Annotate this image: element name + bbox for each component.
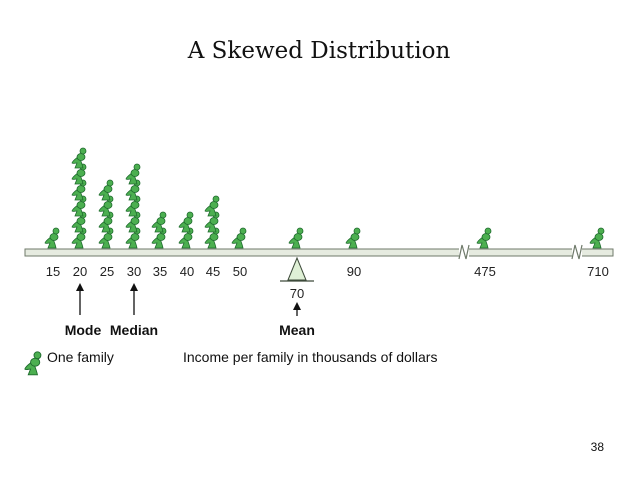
axis-bar [24, 248, 614, 257]
family-stack-30 [125, 163, 141, 249]
median-marker: Median [110, 283, 158, 338]
family-stack-70 [288, 227, 304, 249]
tick-labels: 15 20 25 30 35 40 45 50 70 90 475 710 [46, 264, 609, 301]
family-stacks [44, 147, 605, 249]
income-axis [24, 244, 614, 260]
axis-caption: Income per family in thousands of dollar… [183, 349, 437, 365]
tick-label-70: 70 [290, 286, 304, 301]
family-stack-40 [178, 211, 194, 249]
mean-fulcrum [280, 256, 314, 282]
family-icon [345, 227, 361, 249]
mode-arrowhead [76, 283, 84, 291]
family-icon [44, 227, 60, 249]
tick-label-30: 30 [127, 264, 141, 279]
tick-label-15: 15 [46, 264, 60, 279]
mode-marker: Mode [65, 283, 102, 338]
family-icon [288, 227, 304, 249]
family-icon [476, 227, 492, 249]
family-stack-20 [71, 147, 87, 249]
axis-break-710 [571, 244, 583, 260]
family-stack-15 [44, 227, 60, 249]
tick-label-90: 90 [347, 264, 361, 279]
family-stack-710 [589, 227, 605, 249]
tick-label-475: 475 [474, 264, 496, 279]
tick-label-45: 45 [206, 264, 220, 279]
family-stack-45 [204, 195, 220, 249]
slide-title: A Skewed Distribution [187, 38, 451, 64]
tick-label-25: 25 [100, 264, 114, 279]
axis-break-475 [458, 244, 470, 260]
median-arrowhead [130, 283, 138, 291]
family-stack-50 [231, 227, 247, 249]
family-icon [589, 227, 605, 249]
family-stack-35 [151, 211, 167, 249]
mean-arrowhead [293, 302, 301, 310]
median-label: Median [110, 322, 158, 338]
family-stack-90 [345, 227, 361, 249]
legend-family-label: One family [47, 349, 114, 365]
page-number: 38 [590, 440, 604, 454]
mean-label: Mean [279, 322, 315, 338]
mean-marker: Mean [279, 302, 315, 338]
legend-family-icon [24, 351, 42, 376]
tick-label-50: 50 [233, 264, 247, 279]
family-icon [231, 227, 247, 249]
tick-label-20: 20 [73, 264, 87, 279]
family-stack-25 [98, 179, 114, 249]
tick-label-40: 40 [180, 264, 194, 279]
tick-label-710: 710 [587, 264, 609, 279]
tick-label-35: 35 [153, 264, 167, 279]
family-stack-475 [476, 227, 492, 249]
legend: One family Income per family in thousand… [24, 349, 437, 376]
mode-label: Mode [65, 322, 102, 338]
